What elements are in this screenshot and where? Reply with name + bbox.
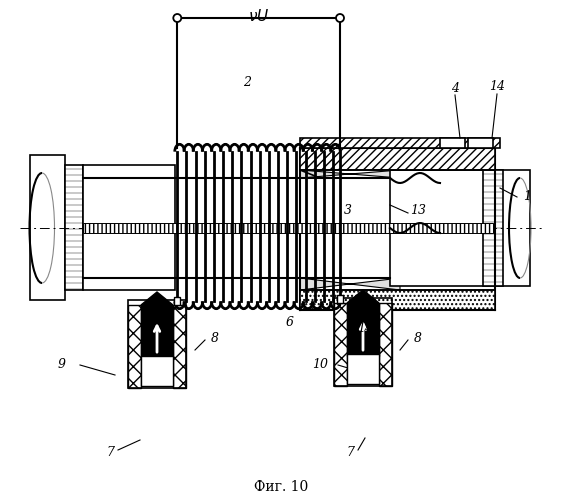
Bar [300, 148, 495, 170]
Bar [141, 356, 173, 386]
Text: 14: 14 [489, 80, 505, 94]
Bar [468, 138, 493, 148]
Text: 8: 8 [211, 332, 219, 344]
Text: Фиг. 10: Фиг. 10 [254, 480, 308, 494]
Text: 3: 3 [344, 204, 352, 216]
Bar [334, 298, 392, 386]
Bar [173, 305, 186, 388]
Bar [337, 295, 343, 303]
Bar [83, 223, 493, 233]
Text: 13: 13 [410, 204, 426, 216]
Bar [483, 170, 503, 286]
Polygon shape [300, 170, 400, 178]
Text: 1: 1 [523, 190, 531, 203]
Text: 7: 7 [346, 446, 354, 458]
Bar [379, 303, 392, 386]
Text: 14: 14 [357, 322, 373, 334]
Polygon shape [300, 278, 400, 290]
Bar [300, 290, 495, 310]
Bar [300, 138, 500, 148]
Bar [128, 305, 141, 388]
Bar [347, 354, 379, 384]
Bar [128, 300, 186, 388]
Text: 4: 4 [451, 82, 459, 94]
Text: 9: 9 [58, 358, 66, 372]
Polygon shape [141, 292, 173, 305]
Text: 2: 2 [243, 76, 251, 88]
Text: $\nu U$: $\nu U$ [248, 8, 269, 24]
Polygon shape [390, 170, 530, 286]
Bar [30, 155, 65, 300]
Polygon shape [347, 290, 379, 303]
Bar [440, 138, 465, 148]
Bar [141, 305, 173, 358]
Bar [65, 165, 83, 290]
Bar [334, 303, 347, 386]
Text: 6: 6 [286, 316, 294, 328]
Circle shape [336, 14, 344, 22]
Text: 7: 7 [106, 446, 114, 458]
Polygon shape [83, 165, 175, 290]
Text: 8: 8 [414, 332, 422, 344]
Bar [174, 297, 180, 305]
Circle shape [173, 14, 182, 22]
Text: 10: 10 [312, 358, 328, 372]
Bar [347, 303, 379, 356]
